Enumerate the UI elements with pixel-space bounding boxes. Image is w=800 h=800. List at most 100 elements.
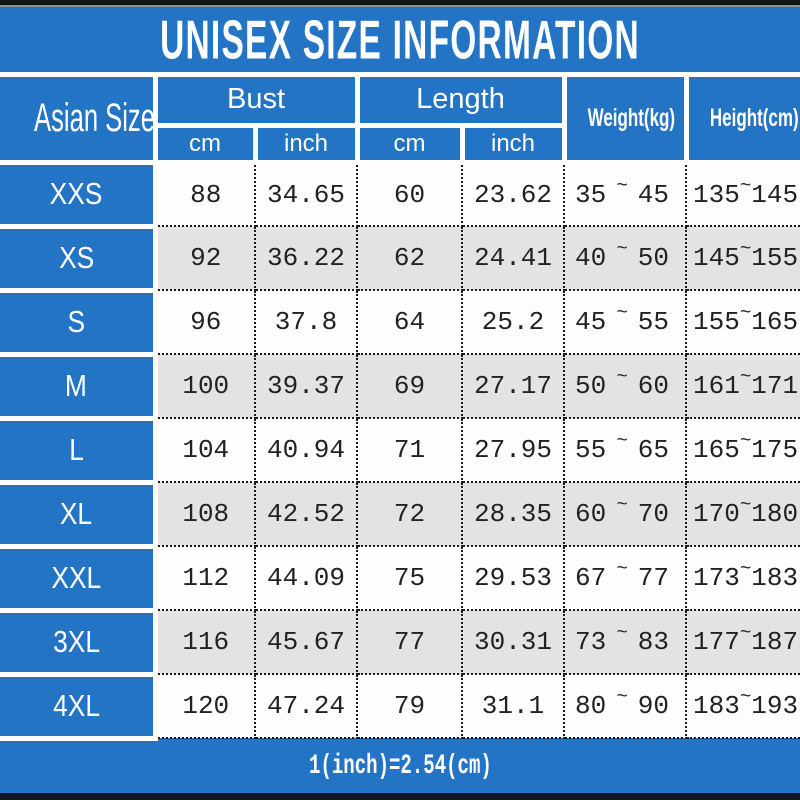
length-inch-value: 25.2: [460, 289, 566, 355]
table-row: 3XL 116 45.67 77 30.31 73 ~83 177 ~187: [0, 607, 800, 677]
table-row: L 104 40.94 71 27.95 55 ~65 165 ~175: [0, 415, 800, 485]
bust-inch-value: 45.67: [254, 609, 358, 675]
range-min: 67: [575, 563, 607, 593]
range-min: 161: [693, 371, 740, 401]
weight-range-cell: 50 ~60: [563, 353, 688, 419]
bust-cm-value: 108: [154, 481, 256, 547]
bust-inch-value: 42.52: [254, 481, 358, 547]
bust-cm-value: 104: [154, 417, 256, 483]
length-cm-value: 62: [356, 225, 463, 291]
tilde-separator: ~: [739, 302, 752, 324]
conversion-note-banner: 1(inch)=2.54(cm): [0, 741, 800, 793]
bust-inch-value: 44.09: [254, 545, 358, 611]
length-cm-value: 60: [356, 161, 463, 227]
height-range-cell: 183 ~193: [685, 673, 800, 739]
range-max: 65: [637, 435, 670, 465]
weight-range-cell: 55 ~65: [563, 417, 688, 483]
range-min: 35: [575, 179, 607, 210]
range-max: 187: [751, 627, 799, 657]
height-range-cell: 145 ~155: [685, 225, 800, 291]
bust-cm-value: 100: [154, 353, 256, 419]
range-max: 165: [751, 307, 799, 337]
range-max: 155: [751, 243, 799, 273]
weight-range-cell: 35 ~45: [563, 161, 688, 227]
bust-cm-value: 92: [154, 225, 256, 291]
column-header-bust-inch: inch: [252, 122, 360, 165]
size-label: M: [65, 368, 88, 403]
range-min: 50: [575, 371, 607, 401]
range-max: 180: [751, 499, 799, 529]
size-label: XXL: [51, 560, 102, 595]
tilde-separator: ~: [616, 430, 628, 452]
range-min: 170: [693, 499, 740, 529]
tilde-separator: ~: [739, 622, 752, 644]
size-label-cell: XL: [0, 479, 158, 549]
range-min: 177: [693, 627, 740, 657]
size-label-cell: 3XL: [0, 607, 158, 677]
table-row: M 100 39.37 69 27.17 50 ~60 161 ~171: [0, 351, 800, 421]
range-min: 145: [693, 243, 740, 273]
tilde-separator: ~: [616, 558, 628, 580]
range-min: 73: [575, 627, 607, 657]
column-header-length: Length: [354, 77, 567, 128]
page-title: UNISEX SIZE INFORMATION: [160, 8, 640, 71]
tilde-separator: ~: [739, 494, 752, 516]
bust-inch-value: 39.37: [254, 353, 358, 419]
bottom-border-bar: [0, 792, 800, 800]
range-min: 135: [693, 179, 740, 210]
header-row-units: cm inch cm inch: [0, 122, 800, 165]
size-chart-table: Asian Size Bust Length Weight(kg) Height…: [0, 77, 800, 741]
size-label: L: [68, 432, 84, 467]
range-max: 171: [751, 371, 799, 401]
top-border-line: [0, 5, 800, 7]
range-max: 193: [751, 691, 799, 721]
size-label-cell: L: [0, 415, 158, 485]
table-row: XXS 88 34.65 60 23.62 35 ~45 135 ~145: [0, 159, 800, 229]
range-max: 183: [751, 563, 799, 593]
size-label-cell: XXL: [0, 543, 158, 613]
title-banner: UNISEX SIZE INFORMATION: [0, 7, 800, 77]
header-row-groups: Asian Size Bust Length Weight(kg) Height…: [0, 77, 800, 165]
conversion-note: 1(inch)=2.54(cm): [308, 751, 492, 782]
bust-cm-value: 96: [154, 289, 256, 355]
bust-inch-value: 36.22: [254, 225, 358, 291]
length-cm-value: 75: [356, 545, 463, 611]
tilde-separator: ~: [616, 302, 628, 324]
weight-range-cell: 45 ~55: [563, 289, 688, 355]
range-max: 90: [637, 691, 670, 721]
range-min: 183: [693, 691, 740, 721]
length-cm-value: 64: [356, 289, 463, 355]
height-range-cell: 155 ~165: [685, 289, 800, 355]
column-header-length-inch: inch: [459, 122, 567, 165]
tilde-separator: ~: [616, 366, 628, 388]
size-label-cell: M: [0, 351, 158, 421]
range-min: 60: [575, 499, 607, 529]
table-row: 4XL 120 47.24 79 31.1 80 ~90 183 ~193: [0, 671, 800, 741]
bust-cm-value: 120: [154, 673, 256, 739]
column-header-asian-size: Asian Size: [0, 77, 158, 165]
size-label: XS: [58, 240, 94, 275]
column-header-bust: Bust: [152, 77, 360, 128]
table-row: XXL 112 44.09 75 29.53 67 ~77 173 ~183: [0, 543, 800, 613]
size-label-cell: 4XL: [0, 671, 158, 741]
range-max: 45: [637, 179, 670, 210]
weight-range-cell: 40 ~50: [563, 225, 688, 291]
size-label-cell: XXS: [0, 159, 158, 229]
bust-cm-value: 112: [154, 545, 256, 611]
length-cm-value: 71: [356, 417, 463, 483]
range-min: 40: [575, 243, 607, 273]
range-max: 50: [637, 243, 670, 273]
bust-cm-value: 116: [154, 609, 256, 675]
bust-inch-value: 37.8: [254, 289, 358, 355]
table-row: S 96 37.8 64 25.2 45 ~55 155 ~165: [0, 287, 800, 357]
range-min: 165: [693, 435, 740, 465]
range-max: 145: [751, 179, 799, 210]
bust-cm-value: 88: [154, 161, 256, 227]
length-inch-value: 31.1: [460, 673, 566, 739]
height-range-cell: 170 ~180: [685, 481, 800, 547]
range-min: 173: [693, 563, 740, 593]
weight-range-cell: 80 ~90: [563, 673, 688, 739]
height-range-cell: 173 ~183: [685, 545, 800, 611]
tilde-separator: ~: [739, 558, 752, 580]
